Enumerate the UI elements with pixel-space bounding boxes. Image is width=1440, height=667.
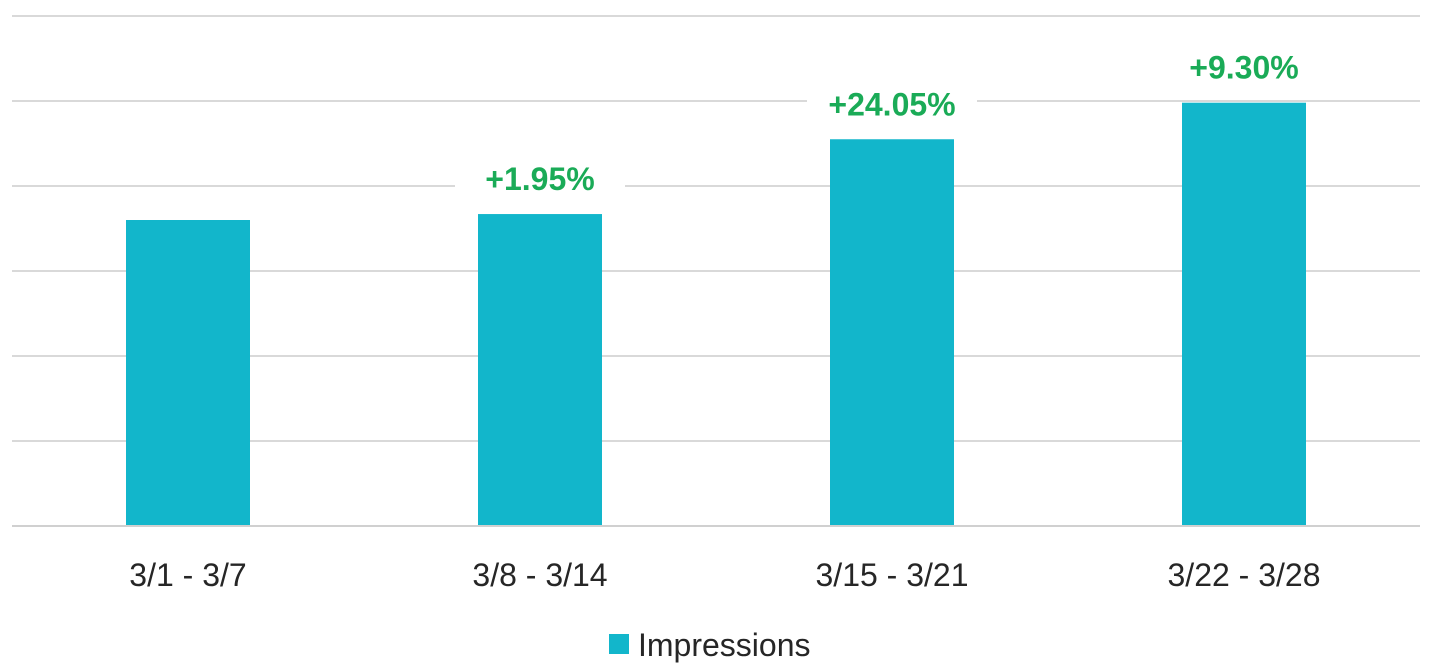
legend-label-impressions: Impressions [638,627,811,663]
x-axis: 3/1 - 3/7 3/8 - 3/14 3/15 - 3/21 3/22 - 3/2… [12,525,1420,593]
x-tick-label-2: 3/8 - 3/14 [472,557,607,593]
data-label-background [807,75,977,124]
bar-3 [830,139,954,526]
data-label-2: +1.95% [485,161,594,197]
x-tick-label-4: 3/22 - 3/28 [1168,557,1321,593]
data-label-3: +24.05% [828,86,955,122]
data-label-background [1159,38,1329,87]
x-tick-label-1: 3/1 - 3/7 [129,557,246,593]
legend-swatch-impressions [609,634,629,654]
bar-2 [478,214,602,527]
bar-1 [126,220,250,526]
bars [126,102,1306,527]
bar-4 [1182,102,1306,526]
legend: Impressions [609,627,811,663]
data-label-background [455,150,625,199]
x-tick-label-3: 3/15 - 3/21 [816,557,969,593]
data-label-4: +9.30% [1189,50,1298,86]
data-labels: +1.95% +24.05% +9.30% [455,38,1329,199]
